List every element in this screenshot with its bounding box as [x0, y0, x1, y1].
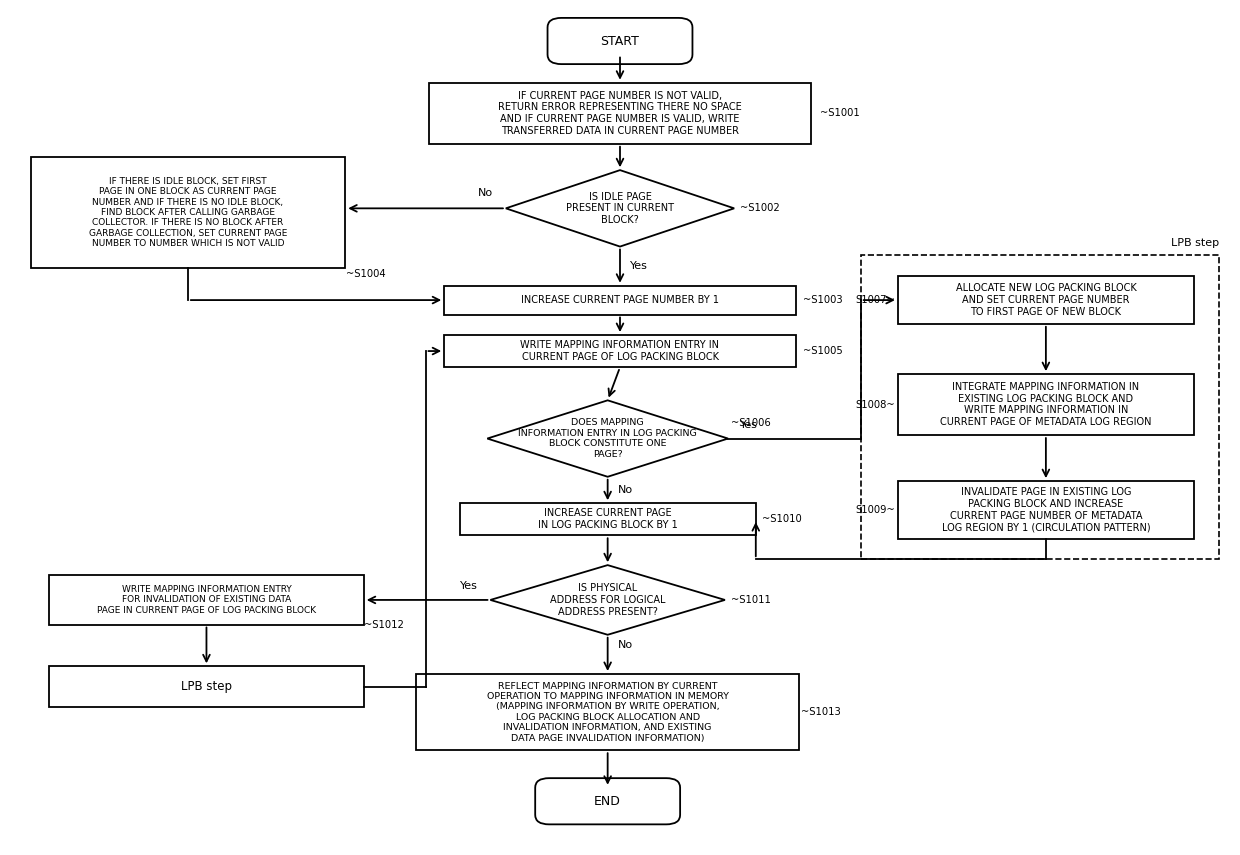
Text: ~S1010: ~S1010 — [761, 514, 802, 524]
Bar — [898, 374, 1194, 435]
Bar — [444, 286, 796, 315]
Text: ~S1013: ~S1013 — [801, 707, 841, 717]
Text: REFLECT MAPPING INFORMATION BY CURRENT
OPERATION TO MAPPING INFORMATION IN MEMOR: REFLECT MAPPING INFORMATION BY CURRENT O… — [486, 681, 729, 742]
Text: ~S1002: ~S1002 — [740, 203, 780, 214]
Text: INTEGRATE MAPPING INFORMATION IN
EXISTING LOG PACKING BLOCK AND
WRITE MAPPING IN: INTEGRATE MAPPING INFORMATION IN EXISTIN… — [940, 382, 1152, 427]
Text: DOES MAPPING
INFORMATION ENTRY IN LOG PACKING
BLOCK CONSTITUTE ONE
PAGE?: DOES MAPPING INFORMATION ENTRY IN LOG PA… — [518, 418, 697, 458]
Bar — [861, 255, 1219, 559]
Text: WRITE MAPPING INFORMATION ENTRY IN
CURRENT PAGE OF LOG PACKING BLOCK: WRITE MAPPING INFORMATION ENTRY IN CURRE… — [521, 340, 719, 362]
Text: Yes: Yes — [460, 581, 479, 592]
Text: INVALIDATE PAGE IN EXISTING LOG
PACKING BLOCK AND INCREASE
CURRENT PAGE NUMBER O: INVALIDATE PAGE IN EXISTING LOG PACKING … — [941, 487, 1151, 533]
Text: ALLOCATE NEW LOG PACKING BLOCK
AND SET CURRENT PAGE NUMBER
TO FIRST PAGE OF NEW : ALLOCATE NEW LOG PACKING BLOCK AND SET C… — [956, 284, 1136, 316]
Text: IF THERE IS IDLE BLOCK, SET FIRST
PAGE IN ONE BLOCK AS CURRENT PAGE
NUMBER AND I: IF THERE IS IDLE BLOCK, SET FIRST PAGE I… — [89, 177, 288, 248]
Text: IS PHYSICAL
ADDRESS FOR LOGICAL
ADDRESS PRESENT?: IS PHYSICAL ADDRESS FOR LOGICAL ADDRESS … — [549, 583, 666, 616]
Bar — [898, 276, 1194, 324]
Text: WRITE MAPPING INFORMATION ENTRY
FOR INVALIDATION OF EXISTING DATA
PAGE IN CURREN: WRITE MAPPING INFORMATION ENTRY FOR INVA… — [97, 585, 316, 615]
Polygon shape — [506, 170, 734, 246]
Bar — [898, 481, 1194, 539]
Text: S1008~: S1008~ — [856, 399, 895, 410]
Text: ~S1003: ~S1003 — [802, 295, 842, 305]
Text: Yes: Yes — [740, 420, 758, 430]
Bar — [444, 335, 796, 367]
FancyBboxPatch shape — [548, 18, 692, 64]
Text: IF CURRENT PAGE NUMBER IS NOT VALID,
RETURN ERROR REPRESENTING THERE NO SPACE
AN: IF CURRENT PAGE NUMBER IS NOT VALID, RET… — [498, 91, 742, 136]
Text: No: No — [618, 485, 632, 495]
Bar — [31, 157, 345, 268]
Bar — [460, 503, 756, 535]
Text: ~S1012: ~S1012 — [365, 621, 404, 630]
Polygon shape — [487, 400, 728, 477]
Text: No: No — [479, 188, 494, 198]
Text: LPB step: LPB step — [1171, 239, 1219, 248]
Bar — [417, 674, 799, 751]
Text: ~S1005: ~S1005 — [802, 346, 842, 356]
Text: Yes: Yes — [630, 261, 647, 271]
Bar — [50, 575, 363, 624]
Text: LPB step: LPB step — [181, 680, 232, 693]
Text: INCREASE CURRENT PAGE
IN LOG PACKING BLOCK BY 1: INCREASE CURRENT PAGE IN LOG PACKING BLO… — [538, 509, 677, 530]
Text: No: No — [618, 640, 632, 650]
Bar — [429, 83, 811, 144]
Text: ~S1006: ~S1006 — [732, 418, 771, 428]
Bar — [50, 666, 363, 707]
Text: START: START — [600, 34, 640, 48]
Text: S1009~: S1009~ — [856, 505, 895, 515]
Text: IS IDLE PAGE
PRESENT IN CURRENT
BLOCK?: IS IDLE PAGE PRESENT IN CURRENT BLOCK? — [565, 192, 675, 225]
Text: S1007~: S1007~ — [856, 295, 895, 305]
FancyBboxPatch shape — [536, 778, 680, 824]
Text: ~S1001: ~S1001 — [820, 109, 859, 118]
Text: INCREASE CURRENT PAGE NUMBER BY 1: INCREASE CURRENT PAGE NUMBER BY 1 — [521, 295, 719, 305]
Text: ~S1004: ~S1004 — [346, 268, 386, 279]
Text: ~S1011: ~S1011 — [732, 595, 771, 605]
Polygon shape — [490, 565, 725, 634]
Text: END: END — [594, 795, 621, 808]
